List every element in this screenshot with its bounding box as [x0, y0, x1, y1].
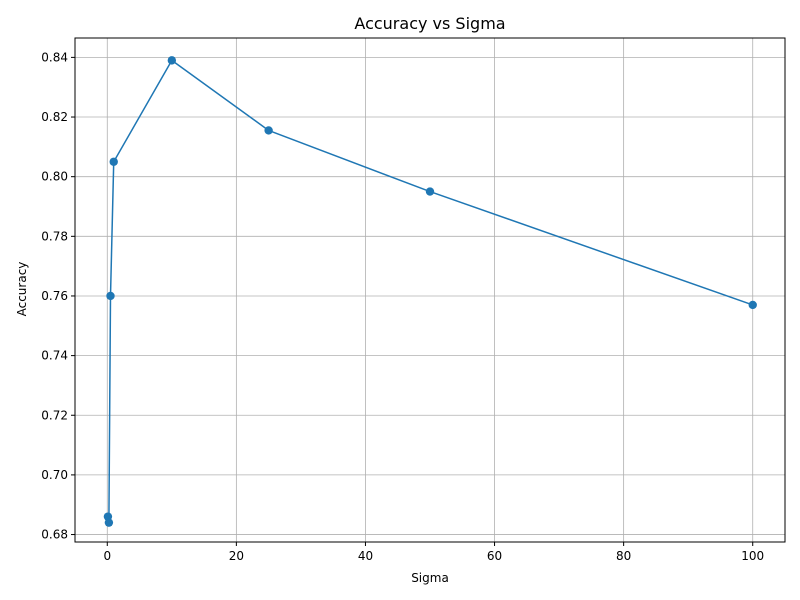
data-point — [109, 157, 118, 166]
plot-frame — [74, 37, 786, 543]
chart-title: Accuracy vs Sigma — [354, 14, 505, 33]
y-tick-label: 0.74 — [41, 349, 68, 363]
x-axis-ticks: 0 20 40 60 80 100 — [103, 542, 764, 563]
x-tick-label: 20 — [229, 549, 244, 563]
y-tick-label: 0.76 — [41, 289, 68, 303]
data-point — [264, 126, 273, 135]
y-tick-label: 0.84 — [41, 50, 68, 64]
x-tick-label: 0 — [103, 549, 111, 563]
series-layer — [103, 56, 757, 527]
x-tick-label: 60 — [487, 549, 502, 563]
y-tick-label: 0.78 — [41, 229, 68, 243]
y-tick-label: 0.68 — [41, 528, 68, 542]
data-point — [167, 56, 177, 65]
y-tick-label: 0.80 — [41, 170, 68, 184]
y-tick-label: 0.82 — [41, 110, 68, 124]
x-tick-label: 100 — [741, 549, 764, 563]
grid — [75, 38, 785, 542]
x-tick-label: 40 — [358, 549, 373, 563]
y-tick-label: 0.70 — [41, 468, 68, 482]
data-point — [748, 300, 757, 310]
y-tick-label: 0.72 — [41, 408, 68, 422]
y-axis-label: Accuracy — [15, 262, 29, 317]
data-point — [104, 518, 114, 527]
series-line — [107, 59, 753, 524]
y-axis-ticks: 0.68 0.70 0.72 0.74 0.76 0.78 0.80 0.82 0.84 — [41, 50, 75, 542]
x-axis-label: Sigma — [411, 571, 449, 585]
x-tick-label: 80 — [616, 549, 631, 563]
data-point — [106, 291, 115, 301]
data-point — [425, 187, 435, 196]
